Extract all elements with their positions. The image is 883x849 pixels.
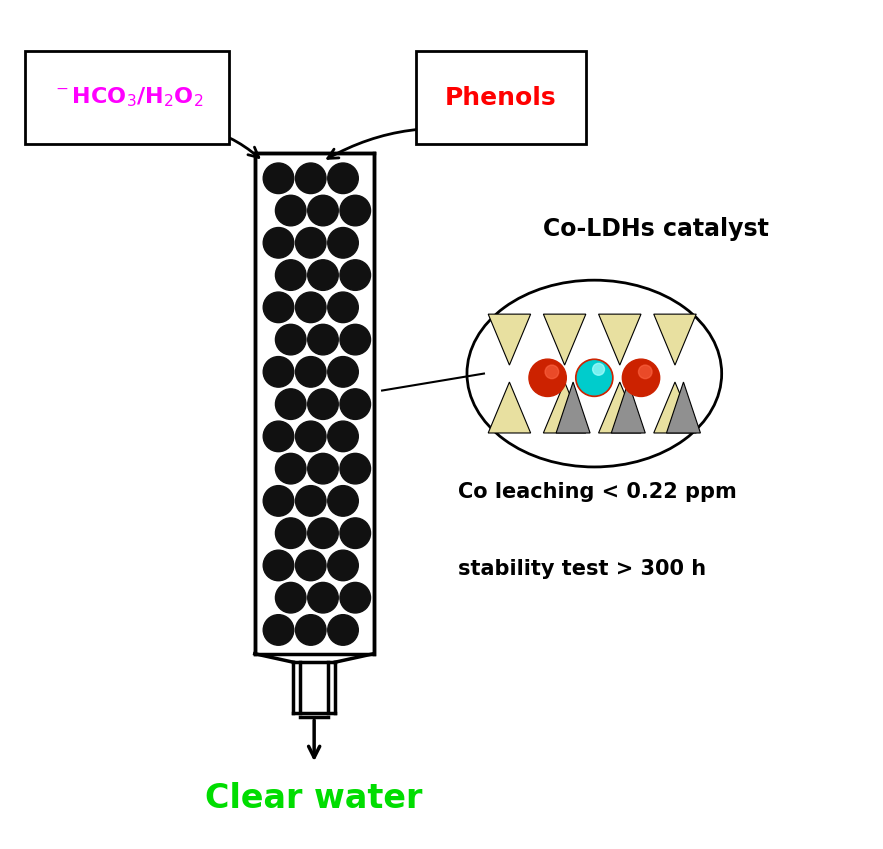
Circle shape <box>263 421 294 452</box>
Circle shape <box>263 550 294 581</box>
Circle shape <box>328 550 358 581</box>
Text: $^-$HCO$_3$/H$_2$O$_2$: $^-$HCO$_3$/H$_2$O$_2$ <box>52 86 203 110</box>
Circle shape <box>275 260 306 290</box>
FancyBboxPatch shape <box>254 153 374 654</box>
Text: stability test > 300 h: stability test > 300 h <box>458 559 706 579</box>
Circle shape <box>296 357 326 387</box>
Circle shape <box>296 292 326 323</box>
Text: Co-LDHs catalyst: Co-LDHs catalyst <box>543 217 769 241</box>
FancyBboxPatch shape <box>416 51 585 144</box>
Circle shape <box>592 365 606 379</box>
Text: Clear water: Clear water <box>206 782 423 814</box>
Circle shape <box>307 195 338 226</box>
Circle shape <box>307 453 338 484</box>
Circle shape <box>307 324 338 355</box>
Polygon shape <box>653 314 696 365</box>
Circle shape <box>296 615 326 645</box>
Circle shape <box>340 195 371 226</box>
Circle shape <box>576 359 613 396</box>
Circle shape <box>307 260 338 290</box>
FancyBboxPatch shape <box>26 51 230 144</box>
Text: Phenols: Phenols <box>445 86 557 110</box>
Circle shape <box>307 389 338 419</box>
Circle shape <box>340 453 371 484</box>
Polygon shape <box>599 314 641 365</box>
Circle shape <box>275 453 306 484</box>
Polygon shape <box>653 382 696 433</box>
Circle shape <box>328 615 358 645</box>
Polygon shape <box>488 314 531 365</box>
Polygon shape <box>543 314 585 365</box>
Circle shape <box>340 518 371 548</box>
Circle shape <box>577 361 611 395</box>
Circle shape <box>296 228 326 258</box>
Circle shape <box>263 486 294 516</box>
Circle shape <box>328 292 358 323</box>
Circle shape <box>328 357 358 387</box>
Circle shape <box>328 163 358 194</box>
Circle shape <box>275 389 306 419</box>
Circle shape <box>296 550 326 581</box>
Circle shape <box>263 615 294 645</box>
Circle shape <box>592 363 605 375</box>
Polygon shape <box>488 382 531 433</box>
Polygon shape <box>599 382 641 433</box>
Circle shape <box>275 582 306 613</box>
Circle shape <box>328 228 358 258</box>
Circle shape <box>275 195 306 226</box>
Circle shape <box>529 359 566 396</box>
Polygon shape <box>611 382 645 433</box>
Ellipse shape <box>467 280 721 467</box>
Circle shape <box>623 359 660 396</box>
Circle shape <box>275 518 306 548</box>
Polygon shape <box>667 382 700 433</box>
Circle shape <box>263 228 294 258</box>
Circle shape <box>263 163 294 194</box>
Circle shape <box>307 582 338 613</box>
Circle shape <box>340 260 371 290</box>
Circle shape <box>340 324 371 355</box>
Circle shape <box>296 421 326 452</box>
Circle shape <box>263 357 294 387</box>
Text: Co leaching < 0.22 ppm: Co leaching < 0.22 ppm <box>458 482 737 503</box>
Circle shape <box>275 324 306 355</box>
Polygon shape <box>556 382 590 433</box>
Circle shape <box>296 163 326 194</box>
Circle shape <box>328 486 358 516</box>
Circle shape <box>340 389 371 419</box>
Polygon shape <box>543 382 585 433</box>
Circle shape <box>328 421 358 452</box>
Circle shape <box>340 582 371 613</box>
Circle shape <box>638 365 652 379</box>
Circle shape <box>307 518 338 548</box>
Circle shape <box>296 486 326 516</box>
Circle shape <box>545 365 559 379</box>
Circle shape <box>263 292 294 323</box>
